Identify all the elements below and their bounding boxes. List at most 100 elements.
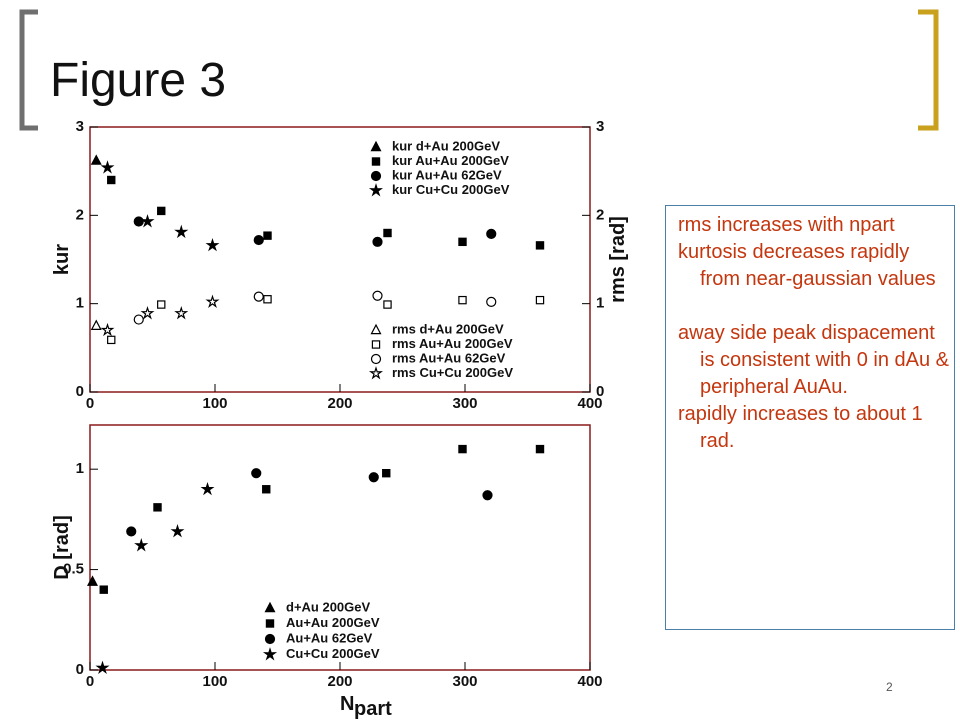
point	[458, 295, 467, 305]
legend-label: Au+Au 200GeV	[286, 615, 380, 630]
point	[200, 481, 215, 496]
x-axis-label: N	[340, 693, 354, 715]
point	[458, 237, 467, 247]
point	[382, 468, 391, 478]
point	[482, 490, 493, 501]
x-axis-label-sub: part	[354, 698, 392, 720]
point	[205, 238, 220, 252]
y2-tick-label: 2	[596, 206, 604, 223]
legend-label: rms d+Au 200GeV	[392, 321, 504, 336]
point	[170, 524, 185, 538]
page-number: 2	[886, 680, 893, 694]
point	[153, 503, 162, 512]
point	[107, 335, 116, 345]
y-axis-label: kur	[51, 244, 73, 275]
point	[100, 322, 115, 337]
point	[535, 444, 545, 454]
note-item: kurtosis decreases rapidly from near-gau…	[678, 241, 936, 290]
legend-label: rms Cu+Cu 200GeV	[392, 365, 513, 380]
point	[253, 234, 264, 246]
slide-title: Figure 3	[50, 54, 226, 107]
legend-label: d+Au 200GeV	[286, 599, 371, 614]
note-item: rapidly increases to about 1 rad.	[678, 403, 923, 452]
x-tick-label: 100	[202, 673, 227, 690]
legend-marker	[368, 183, 384, 197]
point	[383, 300, 392, 309]
x-tick-label: 400	[577, 673, 602, 690]
legend-label: rms Au+Au 62GeV	[392, 350, 506, 365]
point	[262, 485, 271, 494]
point	[458, 444, 467, 454]
point	[535, 241, 545, 250]
point	[251, 468, 262, 479]
point	[383, 228, 392, 238]
plot-frame	[89, 126, 591, 393]
note-group: rms increases with npart kurtosis decreas…	[678, 212, 950, 293]
legend-marker	[264, 601, 276, 613]
point	[157, 206, 166, 216]
legend-label: kur Au+Au 62GeV	[392, 167, 502, 182]
y-axis-label: D [rad]	[51, 515, 73, 579]
legend-marker	[371, 340, 381, 349]
point	[535, 295, 545, 305]
point	[87, 575, 98, 586]
legend-marker	[262, 647, 278, 661]
point	[263, 231, 272, 240]
y2-tick-label: 0	[596, 383, 604, 400]
point	[253, 291, 264, 302]
point	[205, 294, 220, 308]
point	[133, 314, 144, 325]
legend-marker	[370, 353, 382, 365]
left-bracket	[19, 9, 38, 131]
point	[133, 216, 144, 227]
point	[90, 154, 102, 165]
x-tick-label: 0	[86, 673, 94, 690]
point	[126, 526, 137, 537]
x-tick-label: 200	[327, 673, 352, 690]
point	[174, 305, 189, 320]
legend-label: Au+Au 62GeV	[286, 630, 373, 645]
point	[174, 224, 189, 239]
legend-label: Cu+Cu 200GeV	[286, 646, 380, 661]
point	[95, 660, 110, 675]
legend-marker	[265, 619, 275, 628]
legend-marker	[370, 140, 382, 152]
legend-label: kur Cu+Cu 200GeV	[392, 182, 510, 197]
note-group: away side peak dispacement is consistent…	[678, 320, 950, 455]
x-tick-label: 200	[327, 395, 352, 412]
point	[107, 175, 116, 185]
note-box: rms increases with npart kurtosis decreas…	[665, 205, 955, 630]
point	[263, 295, 272, 304]
point	[372, 290, 383, 301]
y-tick-label: 0.5	[63, 561, 84, 578]
y2-axis-label: rms [rad]	[607, 216, 629, 303]
legend-marker	[371, 157, 381, 166]
legend-marker	[370, 170, 382, 182]
legend-marker	[368, 366, 384, 380]
note-item: away side peak dispacement is consistent…	[678, 322, 950, 398]
y-tick-label: 0	[76, 661, 84, 678]
y-tick-label: 2	[76, 206, 84, 223]
y-tick-label: 1	[76, 295, 84, 312]
point	[140, 214, 155, 228]
y2-tick-label: 1	[596, 295, 604, 312]
legend-label: kur Au+Au 200GeV	[392, 153, 509, 168]
x-tick-label: 0	[86, 395, 94, 412]
y2-tick-label: 3	[596, 118, 604, 135]
right-bracket	[918, 9, 939, 131]
point	[157, 300, 166, 309]
note-item: rms increases with npart	[678, 214, 895, 236]
point	[100, 160, 115, 174]
x-tick-label: 100	[202, 395, 227, 412]
y-tick-label: 3	[76, 118, 84, 135]
point	[372, 236, 383, 247]
point	[486, 228, 497, 239]
legend-marker	[370, 323, 382, 335]
x-tick-label: 300	[452, 673, 477, 690]
legend-marker	[264, 633, 276, 645]
point	[140, 306, 155, 320]
point	[486, 296, 497, 307]
y-tick-label: 1	[76, 460, 84, 477]
